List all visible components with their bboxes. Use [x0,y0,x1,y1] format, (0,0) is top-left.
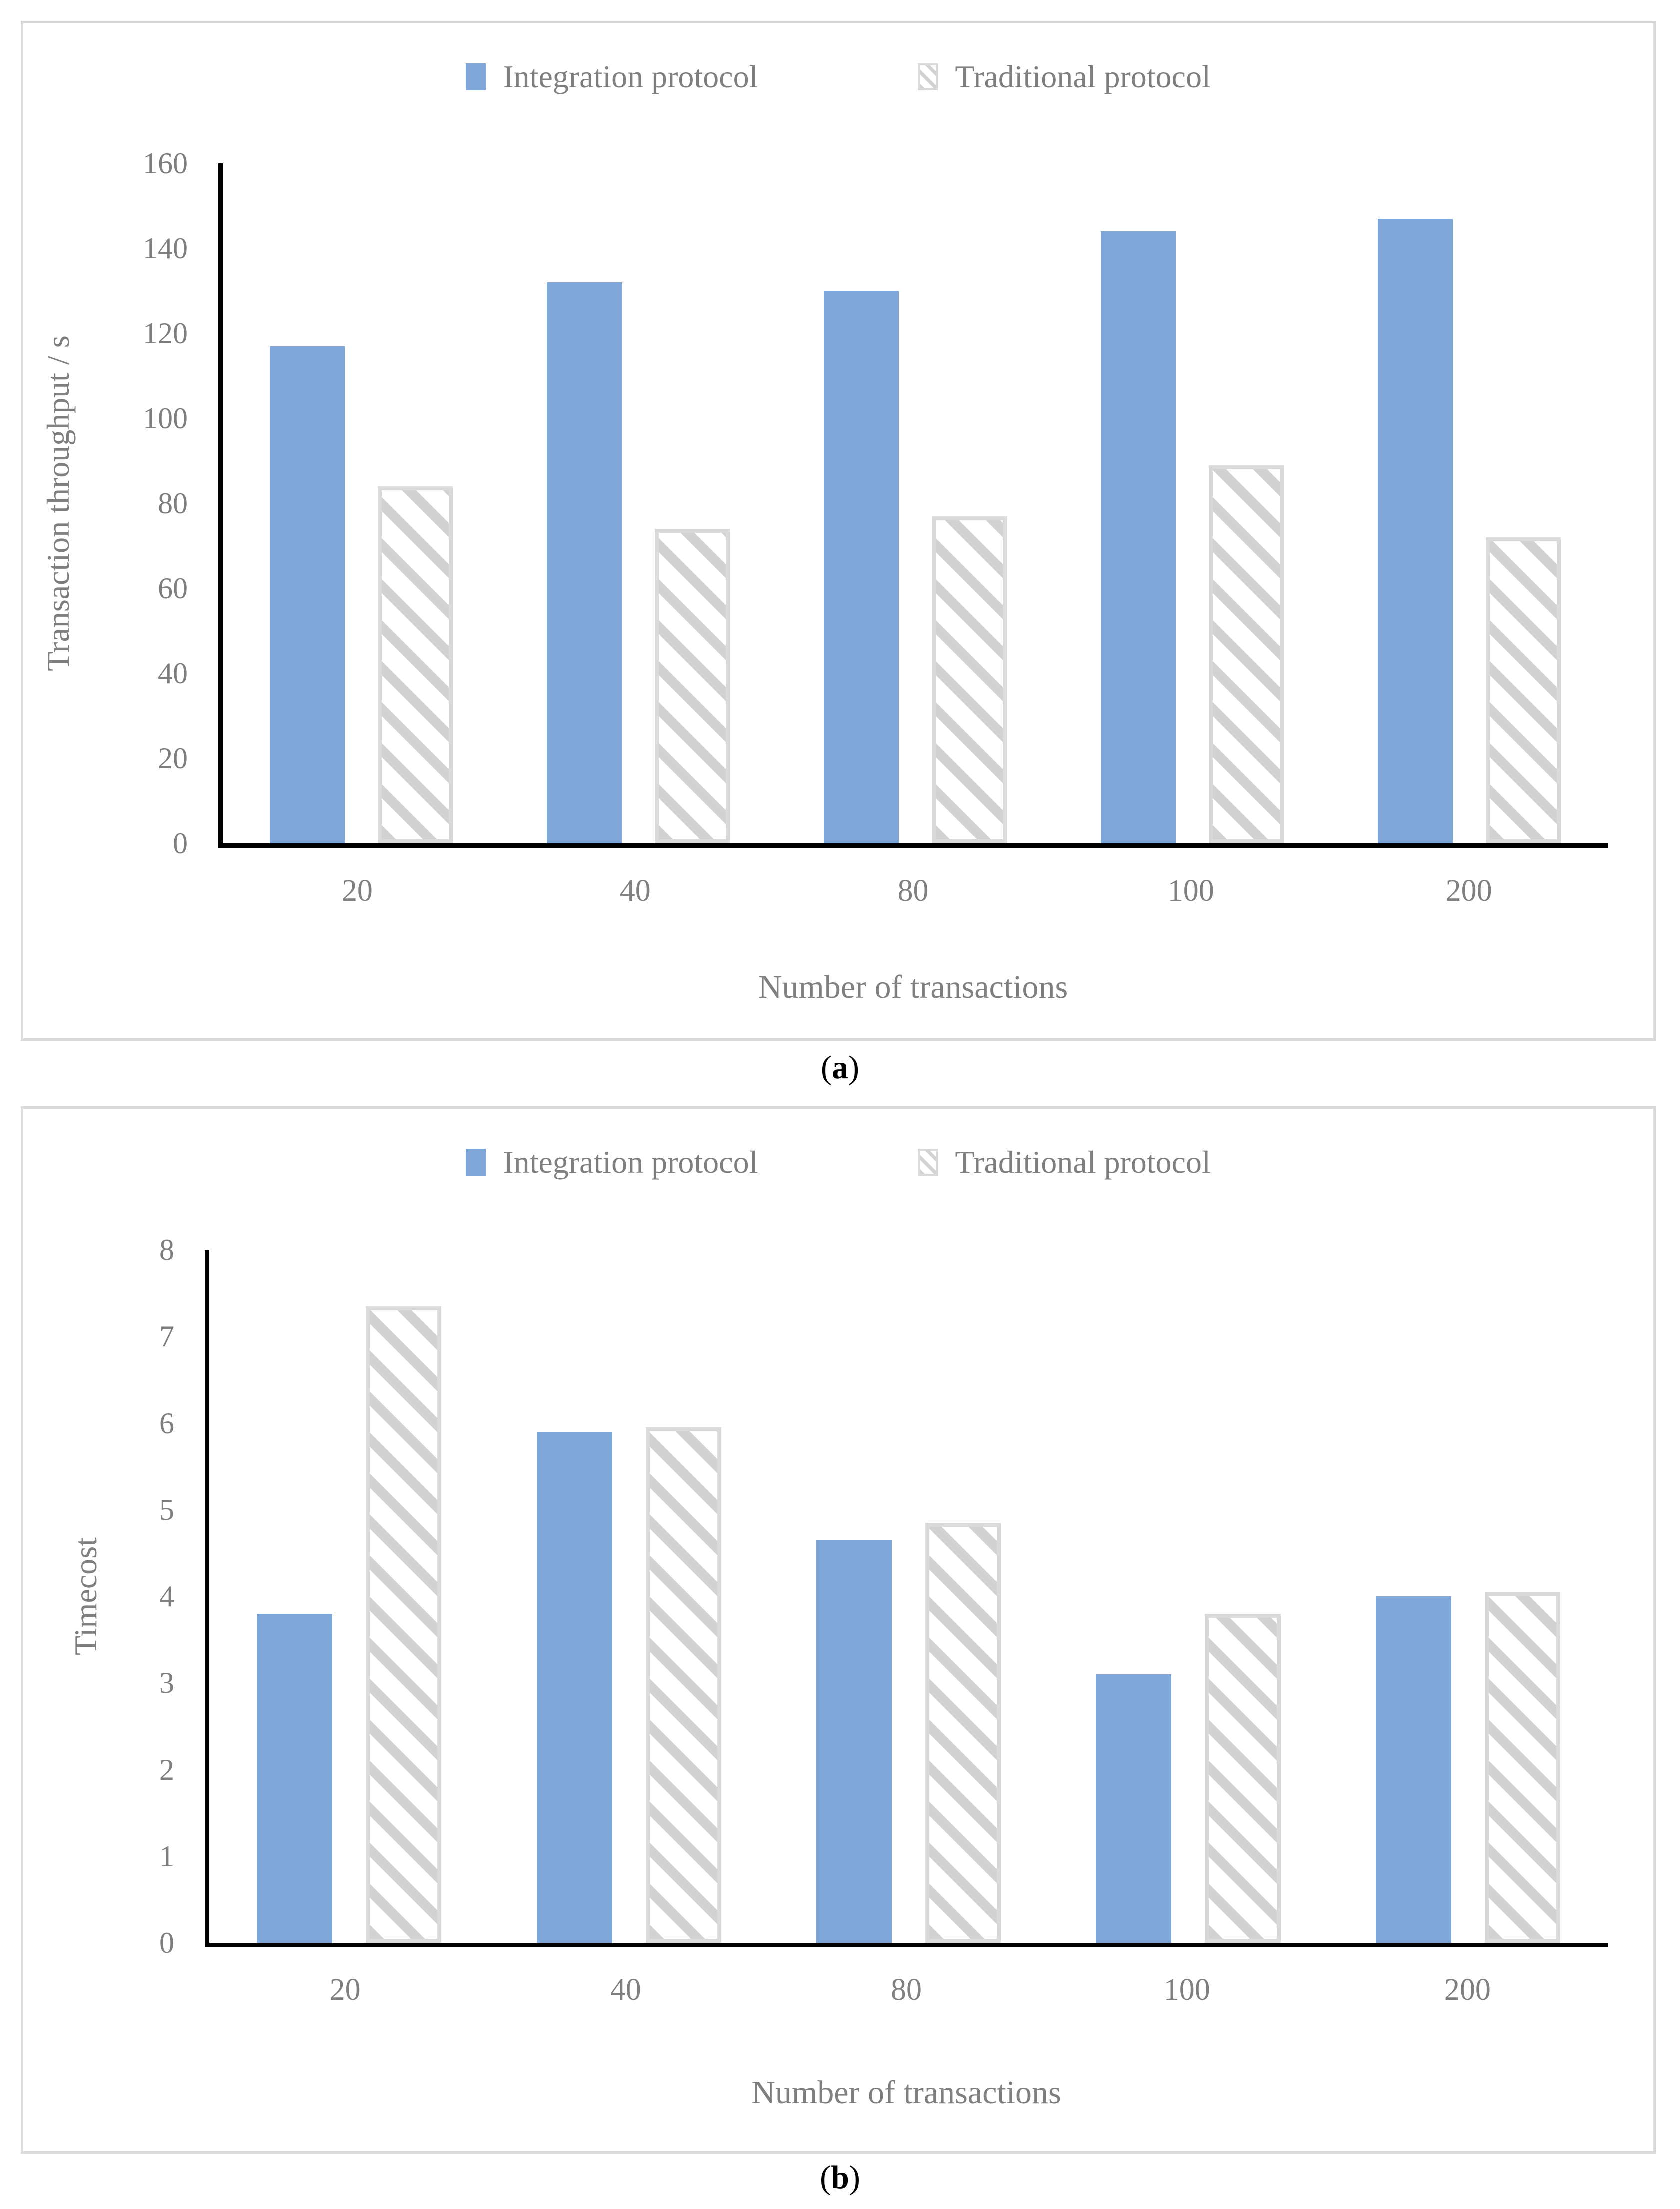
caption-a-close: ) [848,1049,859,1086]
y-tick-label-1: 1 [159,1839,174,1873]
x-axis-tick-labels: 20 40 80 100 200 [218,873,1608,909]
bar-group-20 [223,163,500,843]
chart-panel-b: Integration protocol Traditional protoco… [21,1106,1656,2154]
bar-traditional-200 [1484,1592,1560,1943]
bar-group-20 [209,1250,489,1943]
y-tick-label-80: 80 [158,487,188,520]
chart-panel-a: Integration protocol Traditional protoco… [21,21,1656,1041]
bar-integration-100 [1101,231,1176,843]
y-axis-tick-labels: 0 20 40 60 80 100 120 140 160 [93,148,203,858]
legend-item-traditional: Traditional protocol [918,1144,1211,1181]
bar-traditional-100 [1205,1613,1281,1943]
x-tick-label-80: 80 [897,874,929,908]
caption-a-open: ( [821,1049,832,1086]
y-tick-label-6: 6 [159,1406,174,1440]
bar-group-100 [1054,163,1331,843]
legend-swatch-traditional [918,63,938,90]
plot-area: 0 1 2 3 4 5 6 7 8 [159,1235,1608,1958]
y-tick-label-5: 5 [159,1493,174,1526]
y-tick-label-7: 7 [159,1320,174,1353]
x-tick-label-200: 200 [1444,1973,1491,2007]
bars-container [223,163,1608,843]
bar-integration-40 [536,1431,612,1943]
y-tick-label-160: 160 [143,147,188,180]
bar-traditional-200 [1486,537,1561,843]
y-tick-label-4: 4 [159,1580,174,1613]
y-tick-label-140: 140 [143,232,188,265]
y-tick-label-0: 0 [173,827,188,860]
bar-group-80 [777,163,1054,843]
bar-traditional-100 [1209,465,1284,843]
caption-a: (a) [0,1049,1680,1087]
y-tick-label-20: 20 [158,742,188,775]
legend-item-integration: Integration protocol [466,58,758,95]
bars-container [209,1250,1608,1943]
y-tick-label-2: 2 [159,1753,174,1786]
bar-group-100 [1048,1250,1328,1943]
legend: Integration protocol Traditional protoco… [23,1144,1653,1181]
bar-traditional-80 [925,1522,1001,1943]
bar-traditional-20 [378,486,453,843]
legend-item-integration: Integration protocol [466,1144,758,1181]
y-tick-label-8: 8 [159,1233,174,1266]
legend-swatch-traditional [918,1149,938,1176]
x-tick-label-40: 40 [610,1973,641,2007]
legend: Integration protocol Traditional protoco… [23,58,1653,95]
bar-integration-100 [1096,1674,1172,1943]
caption-b-close: ) [849,2159,860,2196]
x-tick-label-80: 80 [891,1973,922,2007]
bar-traditional-40 [655,529,730,843]
y-tick-label-120: 120 [143,317,188,350]
x-tick-label-20: 20 [329,1973,361,2007]
bar-group-40 [500,163,777,843]
bar-integration-200 [1375,1596,1451,1943]
x-tick-label-100: 100 [1163,1973,1210,2007]
x-axis-title: Number of transactions [758,969,1068,1005]
x-tick-label-100: 100 [1167,874,1214,908]
legend-label-integration: Integration protocol [503,1144,758,1180]
bar-integration-80 [816,1540,892,1943]
bar-traditional-80 [932,516,1007,843]
bar-group-200 [1328,1250,1608,1943]
legend-label-integration: Integration protocol [503,59,758,94]
bar-integration-40 [547,282,622,843]
caption-a-letter: a [832,1049,848,1086]
y-tick-label-0: 0 [159,1926,174,1959]
x-tick-label-200: 200 [1445,874,1492,908]
legend-swatch-integration [466,1149,486,1176]
bar-integration-200 [1378,218,1453,843]
legend-item-traditional: Traditional protocol [918,58,1211,95]
y-tick-label-40: 40 [158,657,188,690]
x-tick-label-40: 40 [619,874,651,908]
legend-swatch-integration [466,63,486,90]
bar-group-40 [489,1250,768,1943]
x-axis-tick-labels: 20 40 80 100 200 [205,1972,1608,2008]
bar-integration-20 [257,1613,333,1943]
plot-area: 0 20 40 60 80 100 120 140 160 [143,148,1608,858]
bar-traditional-40 [645,1427,721,1943]
caption-b-open: ( [820,2159,831,2196]
caption-b-letter: b [831,2159,849,2196]
bar-integration-80 [824,291,899,843]
x-tick-label-20: 20 [341,874,373,908]
legend-label-traditional: Traditional protocol [955,59,1211,94]
y-tick-label-100: 100 [143,402,188,435]
bar-group-80 [769,1250,1048,1943]
y-tick-label-3: 3 [159,1666,174,1700]
bar-group-200 [1331,163,1608,843]
legend-label-traditional: Traditional protocol [955,1144,1211,1180]
x-axis-title: Number of transactions [751,2074,1061,2111]
y-axis-title: Transaction throughput / s [40,335,76,671]
caption-b: (b) [0,2159,1680,2197]
y-axis-tick-labels: 0 1 2 3 4 5 6 7 8 [79,1235,189,1958]
bar-traditional-20 [366,1306,442,1943]
y-tick-label-60: 60 [158,572,188,605]
bar-integration-20 [270,346,345,843]
